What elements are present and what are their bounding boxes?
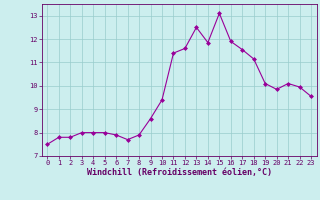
X-axis label: Windchill (Refroidissement éolien,°C): Windchill (Refroidissement éolien,°C)	[87, 168, 272, 177]
